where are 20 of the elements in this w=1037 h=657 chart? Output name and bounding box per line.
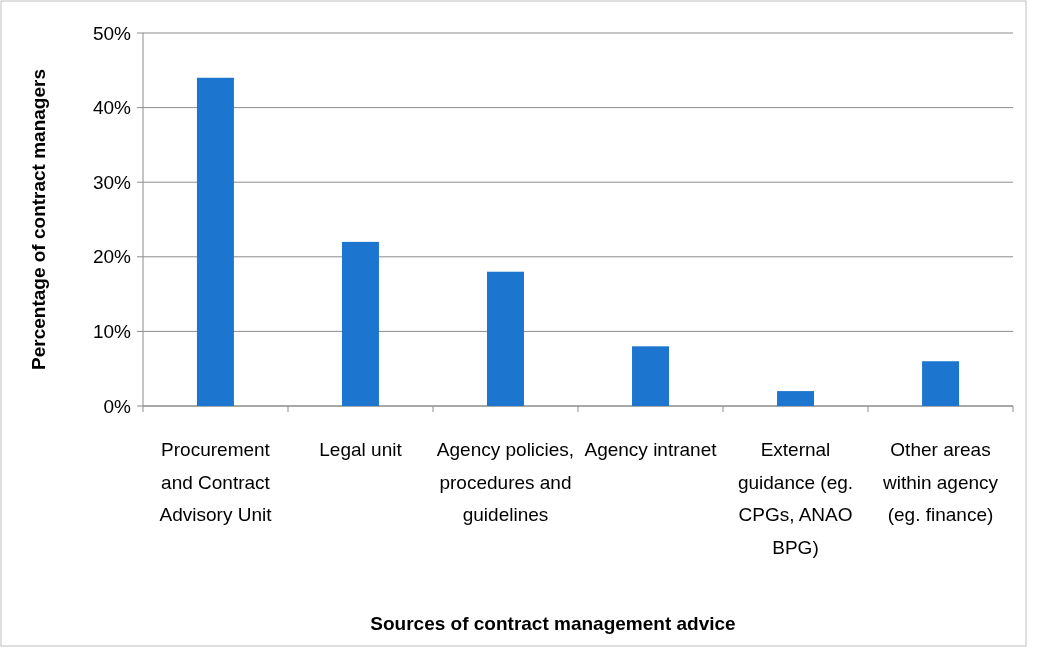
- bar: [196, 77, 234, 406]
- x-tick-label: Agency policies, procedures and guidelines: [436, 439, 575, 525]
- y-tick-label: 30%: [92, 171, 132, 193]
- x-tick-label: Legal unit: [319, 439, 403, 460]
- bar: [632, 346, 669, 406]
- bar: [777, 391, 815, 406]
- bar: [487, 271, 524, 406]
- x-tick-label: Procurement and Contract Advisory Unit: [159, 439, 273, 525]
- x-tick-label: External guidance (eg. CPGs, ANAO BPG): [737, 439, 854, 558]
- y-tick-label: 20%: [92, 246, 132, 268]
- x-tick-label: Other areas within agency (eg. finance): [881, 439, 999, 525]
- x-axis-title: Sources of contract management advice: [370, 613, 736, 634]
- y-tick-label: 0%: [103, 395, 132, 417]
- y-axis-title: Percentage of contract managers: [28, 69, 49, 370]
- y-tick-label: 40%: [92, 97, 132, 119]
- y-tick-label: 50%: [92, 22, 132, 44]
- y-tick-label: 10%: [92, 321, 132, 343]
- bar: [341, 241, 379, 406]
- x-tick-label: Agency intranet: [584, 439, 718, 460]
- bar: [922, 361, 960, 406]
